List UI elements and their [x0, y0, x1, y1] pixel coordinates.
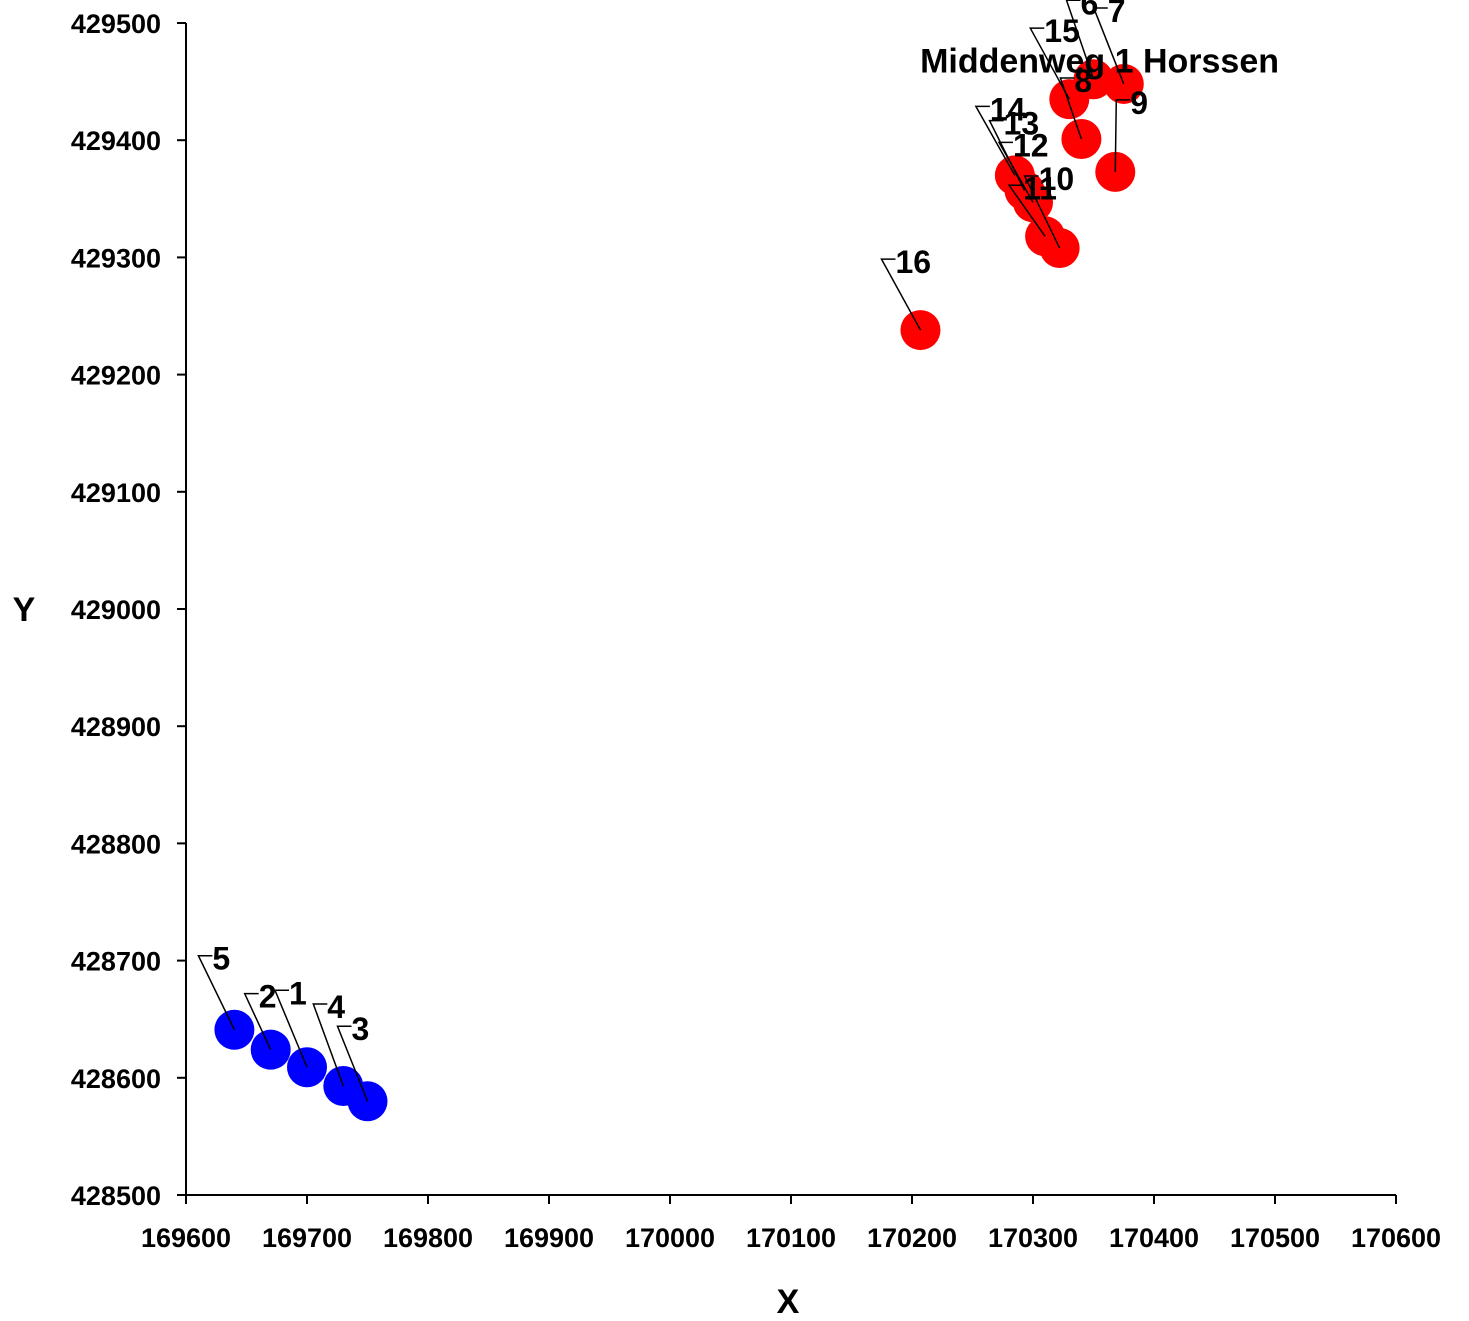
label-leader-line [243, 992, 272, 1050]
y-tick-label: 429000 [71, 595, 161, 625]
y-tick-label: 429200 [71, 361, 161, 391]
ticks-layer: 169600 169700 169800 169900 170000 170100 1702… [71, 9, 1441, 1253]
point-label: 3 [352, 1011, 370, 1047]
point-label: 10 [1039, 161, 1075, 197]
x-axis-title: X [777, 1283, 800, 1321]
points-layer [214, 59, 1144, 1122]
y-tick-label: 428700 [71, 947, 161, 977]
x-tick-label: 170200 [867, 1223, 957, 1253]
label-leader-line [1007, 184, 1046, 237]
label-leader-line [197, 954, 236, 1031]
y-tick-label: 428800 [71, 829, 161, 859]
y-tick-label: 429400 [71, 126, 161, 156]
label-leader-line [1029, 27, 1070, 100]
point-label: 14 [990, 91, 1026, 127]
y-tick-label: 428900 [71, 712, 161, 742]
y-tick-label: 429500 [71, 9, 161, 39]
site-annotation: Middenweg 1 Horssen [920, 43, 1279, 81]
label-leader-line [1023, 175, 1061, 249]
point-label: 9 [1130, 85, 1148, 121]
point-label: 7 [1108, 0, 1126, 29]
x-tick-label: 170400 [1109, 1223, 1199, 1253]
label-leader-line [336, 1025, 369, 1102]
x-tick-label: 170100 [746, 1223, 836, 1253]
point-label: 2 [259, 979, 277, 1015]
point-label: 16 [895, 244, 931, 280]
x-tick-label: 169800 [383, 1223, 473, 1253]
y-tick-label: 429100 [71, 478, 161, 508]
x-tick-label: 170300 [988, 1223, 1078, 1253]
x-tick-label: 169900 [504, 1223, 594, 1253]
point-label: 1 [289, 975, 307, 1011]
point-label: 13 [1004, 106, 1040, 142]
x-tick-label: 170500 [1230, 1223, 1320, 1253]
label-leader-line [1114, 99, 1131, 172]
label-leader-line [312, 1003, 345, 1087]
label-leader-line [974, 105, 1016, 176]
x-tick-label: 169600 [141, 1223, 231, 1253]
label-leader-line [880, 258, 922, 331]
y-axis-title: Y [13, 591, 36, 629]
point-label: 8 [1074, 63, 1092, 99]
y-tick-label: 429300 [71, 243, 161, 273]
x-tick-label: 169700 [262, 1223, 352, 1253]
x-tick-label: 170000 [625, 1223, 715, 1253]
point-label: 12 [1013, 127, 1049, 163]
y-tick-label: 428600 [71, 1064, 161, 1094]
point-label: 4 [327, 989, 345, 1025]
point-label: 6 [1081, 0, 1099, 21]
label-leader-line [1065, 0, 1095, 80]
label-leader-line [997, 141, 1034, 203]
point-label: 5 [212, 941, 230, 977]
label-leader-line [1059, 77, 1083, 140]
label-leader-line [1092, 7, 1125, 85]
x-tick-label: 170600 [1351, 1223, 1441, 1253]
y-tick-label: 428500 [71, 1181, 161, 1211]
label-leader-line [273, 989, 308, 1068]
point-label: 15 [1044, 13, 1080, 49]
